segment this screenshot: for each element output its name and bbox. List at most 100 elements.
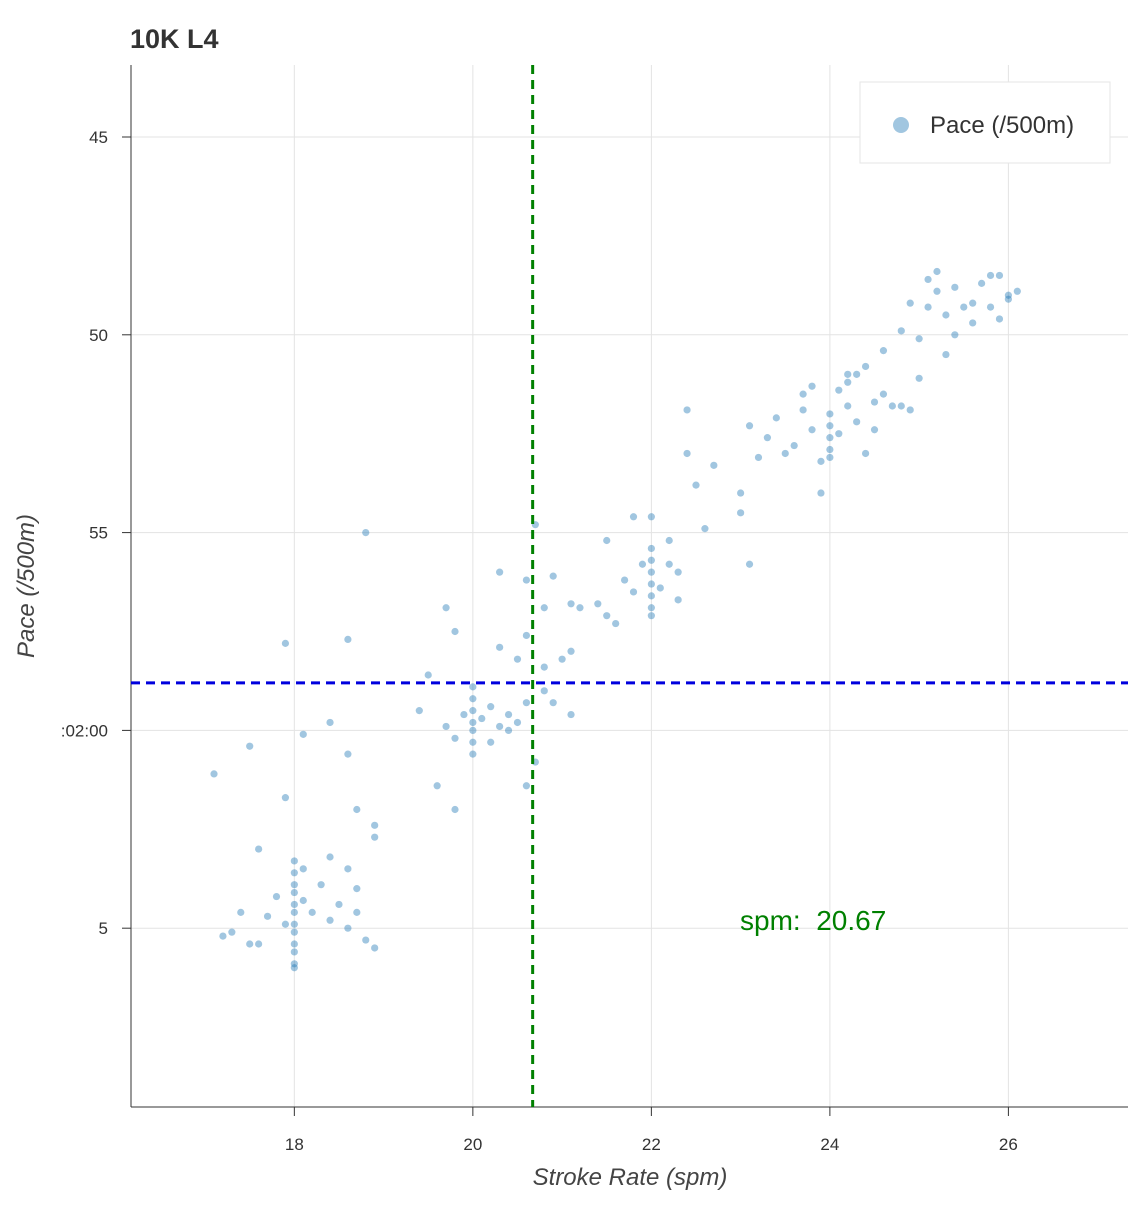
point <box>844 370 852 378</box>
point <box>451 805 459 814</box>
point <box>344 635 352 644</box>
point <box>629 513 638 521</box>
point <box>522 576 531 584</box>
x-tick-label: 24 <box>820 1135 839 1154</box>
point <box>924 275 932 284</box>
point <box>603 536 611 545</box>
point <box>1004 291 1012 299</box>
point <box>915 374 923 382</box>
point <box>442 722 450 731</box>
point <box>951 283 959 291</box>
point <box>647 544 655 553</box>
point <box>513 655 522 663</box>
point <box>594 600 602 608</box>
point <box>701 525 709 533</box>
point <box>522 782 531 790</box>
point <box>442 604 450 612</box>
point <box>924 303 932 311</box>
y-tick-label: 50 <box>89 326 108 345</box>
point <box>942 350 950 359</box>
chart-title: 10K L4 <box>130 24 219 54</box>
point <box>522 699 531 707</box>
point <box>969 299 977 307</box>
point <box>290 940 298 948</box>
point <box>353 885 361 893</box>
point <box>451 627 459 636</box>
y-tick-label: :02:00 <box>61 721 108 740</box>
point <box>237 908 245 916</box>
point <box>299 865 307 873</box>
point <box>469 718 477 727</box>
point <box>888 402 896 410</box>
point <box>451 734 459 742</box>
point <box>549 699 557 707</box>
point <box>326 718 334 727</box>
point <box>433 782 441 790</box>
point <box>415 707 423 715</box>
point <box>692 481 700 489</box>
point <box>522 631 531 640</box>
point <box>290 908 298 916</box>
point <box>835 430 843 438</box>
point <box>647 580 655 588</box>
point <box>647 612 655 620</box>
point <box>870 426 879 434</box>
point <box>246 940 254 948</box>
point <box>290 900 298 909</box>
point <box>647 604 655 612</box>
point <box>210 770 218 778</box>
point <box>567 710 575 719</box>
point <box>1004 295 1012 303</box>
point <box>986 271 995 280</box>
point <box>246 742 254 750</box>
point <box>906 406 914 414</box>
point <box>647 568 655 576</box>
point <box>540 604 548 612</box>
point <box>737 489 745 497</box>
point <box>353 805 361 814</box>
point <box>674 596 682 604</box>
point <box>290 888 298 897</box>
point <box>290 960 298 968</box>
point <box>549 572 557 580</box>
point <box>674 568 682 576</box>
point <box>897 327 905 335</box>
point <box>540 663 548 671</box>
point <box>790 441 798 450</box>
point <box>897 402 905 410</box>
point <box>745 560 754 568</box>
point <box>496 643 504 651</box>
point <box>808 382 816 390</box>
point <box>362 936 370 944</box>
point <box>826 445 834 454</box>
point <box>362 528 370 537</box>
point <box>817 489 825 497</box>
point <box>861 362 870 371</box>
point <box>620 576 629 584</box>
legend-marker <box>893 117 909 133</box>
point <box>344 750 352 758</box>
point <box>754 453 763 462</box>
point <box>228 928 236 936</box>
point <box>513 718 522 727</box>
point <box>763 434 772 442</box>
point <box>567 600 575 608</box>
point <box>290 948 298 956</box>
point <box>308 908 316 916</box>
point <box>826 434 834 442</box>
point <box>281 920 290 928</box>
point <box>299 730 307 738</box>
point <box>933 287 941 295</box>
point <box>469 695 477 703</box>
point <box>612 619 620 628</box>
point <box>978 279 986 287</box>
point <box>317 881 325 889</box>
x-tick-label: 26 <box>999 1135 1018 1154</box>
point <box>487 703 495 711</box>
point <box>861 449 870 458</box>
y-tick-label: 5 <box>99 919 108 938</box>
point <box>576 604 584 612</box>
point <box>504 710 513 719</box>
point <box>986 303 995 311</box>
